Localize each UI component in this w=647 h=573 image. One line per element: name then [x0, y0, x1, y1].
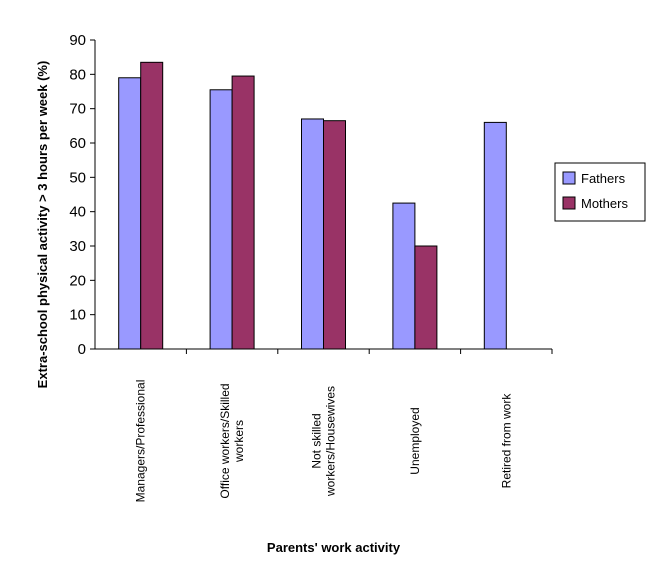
bars	[118, 61, 507, 350]
y-tick-label: 80	[69, 66, 86, 83]
x-category-label: Retired from work	[499, 393, 513, 489]
y-tick-label: 20	[69, 272, 86, 289]
y-tick-label: 70	[69, 101, 86, 118]
y-tick-label: 10	[69, 307, 86, 324]
y-tick-label: 40	[69, 204, 86, 221]
bar-fathers	[118, 77, 142, 350]
y-tick-label: 30	[69, 238, 86, 255]
x-axis-category-labels: Managers/Professional Office workers/Skil…	[134, 349, 553, 503]
y-tick-label: 0	[78, 341, 86, 358]
x-category-label: Managers/Professional	[134, 380, 148, 503]
legend-swatch-mothers	[562, 196, 576, 210]
bar-fathers	[209, 89, 233, 350]
x-category-label: Not skilledworkers/Housewives	[310, 386, 338, 497]
y-axis-title: Extra-school physical activity > 3 hours…	[35, 61, 50, 389]
y-axis-ticks: 0 10 20 30 40 50 60 70 80 90	[69, 32, 95, 358]
legend-label-mothers: Mothers	[581, 196, 628, 211]
legend: Fathers Mothers	[554, 162, 646, 222]
x-category-label: Office workers/Skilledworkers	[218, 383, 246, 498]
y-tick-label: 50	[69, 169, 86, 186]
bar-fathers	[392, 202, 416, 350]
legend-swatch-fathers	[562, 171, 576, 185]
legend-label-fathers: Fathers	[581, 171, 626, 186]
bar-fathers	[483, 121, 507, 350]
bar-mothers	[231, 75, 255, 350]
bar-mothers	[323, 120, 346, 350]
x-axis-title: Parents' work activity	[267, 540, 401, 555]
bar-mothers	[414, 245, 438, 350]
x-category-label: Unemployed	[408, 407, 422, 474]
y-tick-label: 90	[69, 32, 86, 49]
bar-mothers	[140, 61, 164, 350]
y-tick-label: 60	[69, 135, 86, 152]
legend-box	[554, 162, 646, 222]
bar-fathers	[301, 118, 324, 350]
